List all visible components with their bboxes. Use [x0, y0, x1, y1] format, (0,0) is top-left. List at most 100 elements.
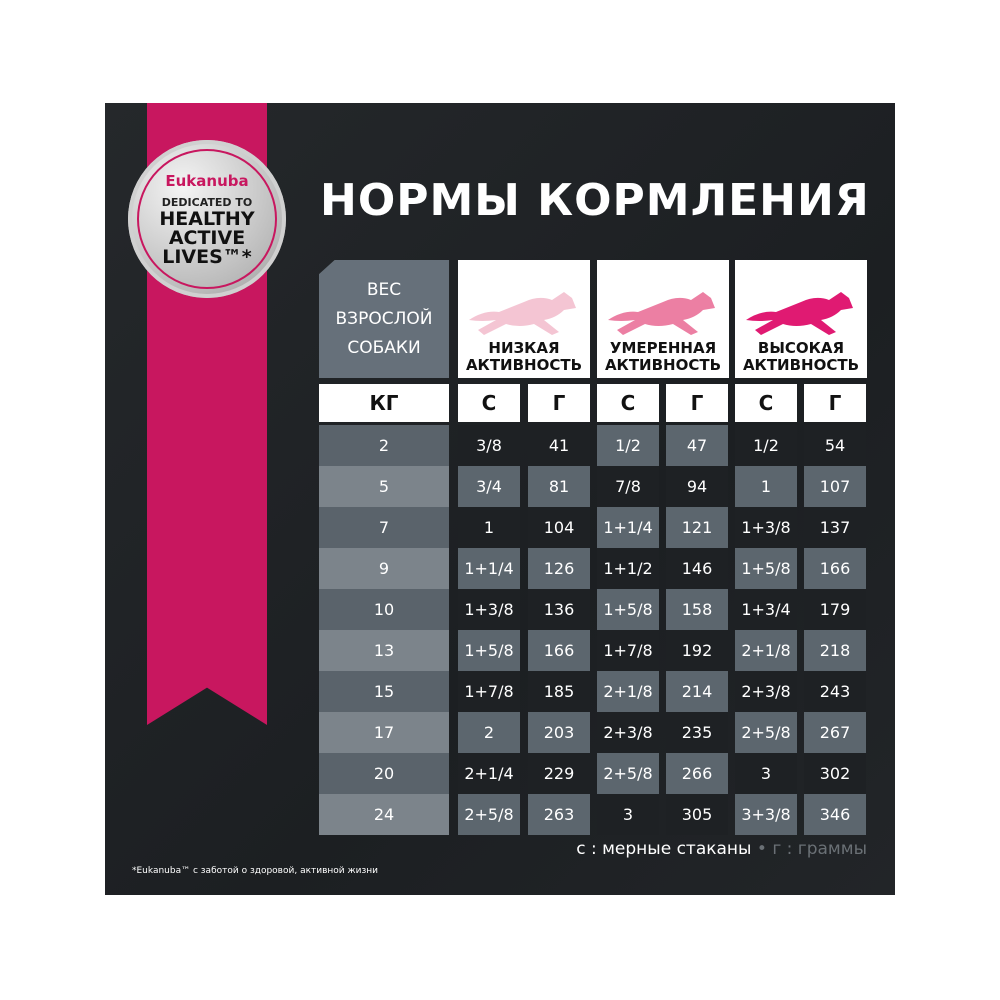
cups-cell: 3 [597, 794, 659, 835]
weight-cell: 20 [319, 753, 449, 794]
cups-cell: 7/8 [597, 466, 659, 507]
grams-cell: 107 [804, 466, 866, 507]
grams-cell: 266 [666, 753, 728, 794]
weight-cell: 15 [319, 671, 449, 712]
weight-cell: 10 [319, 589, 449, 630]
grams-cell: 179 [804, 589, 866, 630]
grams-cell: 137 [804, 507, 866, 548]
running-dog-icon [746, 292, 853, 335]
cups-cell: 3/8 [458, 425, 520, 466]
cups-cell: 2+1/4 [458, 753, 520, 794]
cups-cell: 2+1/8 [735, 630, 797, 671]
grams-cell: 235 [666, 712, 728, 753]
cups-cell: 1+1/2 [597, 548, 659, 589]
unit-grams: Г [666, 384, 728, 422]
legend: с : мерные стаканы • г : граммы [576, 839, 867, 859]
cups-cell: 2+1/8 [597, 671, 659, 712]
grams-cell: 136 [528, 589, 590, 630]
weight-cell: 5 [319, 466, 449, 507]
grams-cell: 94 [666, 466, 728, 507]
grams-cell: 54 [804, 425, 866, 466]
cups-cell: 1 [735, 466, 797, 507]
grams-cell: 218 [804, 630, 866, 671]
footnote: *Eukanuba™ с заботой о здоровой, активно… [132, 866, 378, 876]
grams-cell: 81 [528, 466, 590, 507]
badge-line: HEALTHY [159, 208, 255, 230]
cups-cell: 2+5/8 [458, 794, 520, 835]
weight-header-line: ВЕС [366, 279, 402, 300]
activity-label: АКТИВНОСТЬ [742, 356, 860, 374]
weight-cell: 2 [319, 425, 449, 466]
grams-cell: 267 [804, 712, 866, 753]
grams-cell: 203 [528, 712, 590, 753]
eukanuba-badge-logo: Eukanuba DEDICATED TO HEALTHY ACTIVE LIVES… [128, 140, 286, 298]
weight-header: ВЕС ВЗРОСЛОЙ СОБАКИ [319, 260, 449, 378]
grams-cell: 166 [804, 548, 866, 589]
cups-cell: 3/4 [458, 466, 520, 507]
cups-cell: 2 [458, 712, 520, 753]
weight-header-line: ВЗРОСЛОЙ [335, 308, 433, 329]
cups-cell: 1/2 [597, 425, 659, 466]
unit-weight: КГ [319, 384, 449, 422]
grams-cell: 121 [666, 507, 728, 548]
grams-cell: 214 [666, 671, 728, 712]
grams-cell: 305 [666, 794, 728, 835]
cups-cell: 3 [735, 753, 797, 794]
legend-cups: с : мерные стаканы [576, 839, 752, 859]
weight-cell: 24 [319, 794, 449, 835]
running-dog-icon [469, 292, 576, 335]
activity-label: ВЫСОКАЯ [757, 339, 845, 357]
legend-grams: г : граммы [772, 839, 867, 859]
cups-cell: 1+7/8 [458, 671, 520, 712]
weight-cell: 7 [319, 507, 449, 548]
activity-label: АКТИВНОСТЬ [604, 356, 722, 374]
activity-label: НИЗКАЯ [488, 339, 560, 357]
cups-cell: 1+1/4 [597, 507, 659, 548]
grams-cell: 229 [528, 753, 590, 794]
activity-label: АКТИВНОСТЬ [465, 356, 583, 374]
grams-cell: 41 [528, 425, 590, 466]
activity-label: УМЕРЕННАЯ [609, 339, 717, 357]
weight-cell: 13 [319, 630, 449, 671]
cups-cell: 1+3/8 [735, 507, 797, 548]
badge-line: LIVES™* [162, 246, 252, 268]
cups-cell: 1/2 [735, 425, 797, 466]
page-title: НОРМЫ КОРМЛЕНИЯ [320, 175, 870, 226]
grams-cell: 158 [666, 589, 728, 630]
grams-cell: 146 [666, 548, 728, 589]
grams-cell: 192 [666, 630, 728, 671]
running-dog-icon [608, 292, 715, 335]
badge-brand: Eukanuba [165, 172, 249, 190]
unit-grams: Г [528, 384, 590, 422]
cups-cell: 1 [458, 507, 520, 548]
grams-cell: 243 [804, 671, 866, 712]
grams-cell: 126 [528, 548, 590, 589]
activity-header-1: УМЕРЕННАЯ АКТИВНОСТЬ [597, 260, 729, 378]
unit-grams: Г [804, 384, 866, 422]
legend-separator: • [756, 839, 767, 859]
grams-cell: 263 [528, 794, 590, 835]
weight-header-line: СОБАКИ [347, 337, 421, 358]
cups-cell: 2+3/8 [597, 712, 659, 753]
activity-header-0: НИЗКАЯ АКТИВНОСТЬ [458, 260, 590, 378]
cups-cell: 1+7/8 [597, 630, 659, 671]
grams-cell: 185 [528, 671, 590, 712]
grams-cell: 346 [804, 794, 866, 835]
cups-cell: 1+5/8 [458, 630, 520, 671]
cups-cell: 3+3/8 [735, 794, 797, 835]
weight-cell: 17 [319, 712, 449, 753]
unit-cups: С [597, 384, 659, 422]
grams-cell: 166 [528, 630, 590, 671]
weight-cell: 9 [319, 548, 449, 589]
grams-cell: 47 [666, 425, 728, 466]
unit-cups: С [735, 384, 797, 422]
badge-dedicated: DEDICATED TO [161, 196, 253, 209]
cups-cell: 1+1/4 [458, 548, 520, 589]
cups-cell: 2+3/8 [735, 671, 797, 712]
grams-cell: 302 [804, 753, 866, 794]
feeding-chart-panel: Eukanuba DEDICATED TO HEALTHY ACTIVE LIVES… [105, 103, 895, 895]
grams-cell: 104 [528, 507, 590, 548]
cups-cell: 1+5/8 [735, 548, 797, 589]
cups-cell: 1+3/8 [458, 589, 520, 630]
cups-cell: 2+5/8 [597, 753, 659, 794]
